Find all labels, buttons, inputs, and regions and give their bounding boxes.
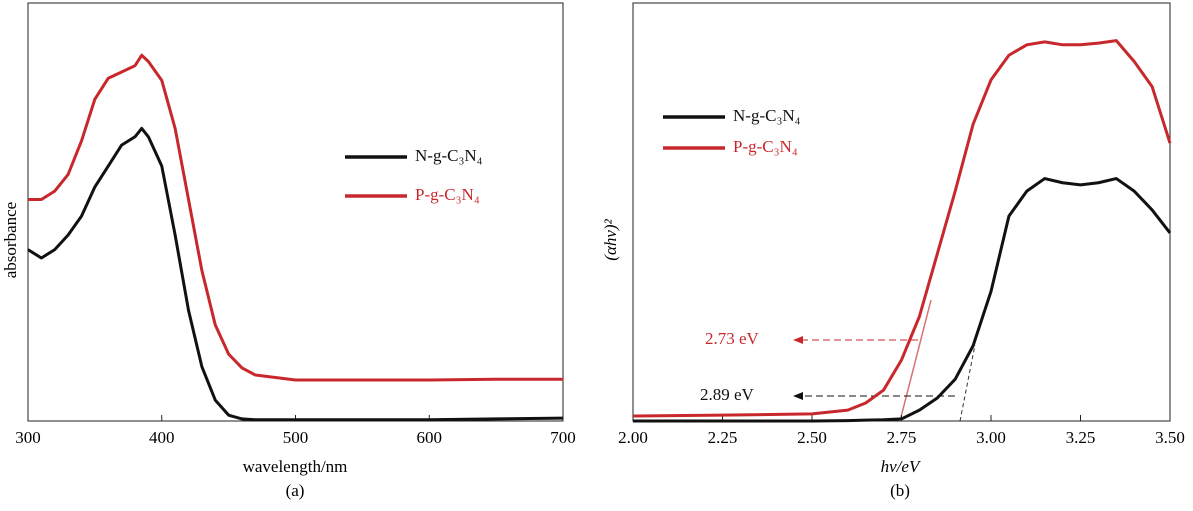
annotation: 2.89 eV (700, 385, 755, 404)
data-line (632, 39, 1172, 418)
legend-label: N-g-C₃N₄ (415, 146, 483, 165)
x-axis-label: wavelength/nm (243, 457, 348, 476)
x-tick-label: 3.25 (1066, 428, 1096, 447)
data-line (633, 177, 1172, 423)
legend-label: P-g-C₃N₄ (415, 185, 480, 204)
x-tick-label: 2.00 (618, 428, 648, 447)
data-line (27, 126, 564, 422)
x-tick-label: 400 (149, 428, 175, 447)
x-tick-label: 3.50 (1155, 428, 1185, 447)
data-line (28, 53, 563, 382)
tangent-line (959, 344, 976, 422)
tangent-line (899, 299, 932, 422)
annotation: 2.73 eV (705, 329, 760, 348)
x-tick-label: 500 (283, 428, 309, 447)
x-tick-label: 3.00 (976, 428, 1006, 447)
y-axis-label: (αhν)² (601, 218, 620, 260)
x-axis-label: hν/eV (881, 457, 922, 476)
plot-frame (27, 2, 564, 422)
x-tick-label: 2.50 (797, 428, 827, 447)
legend-label: P-g-C₃N₄ (733, 137, 798, 156)
x-tick-label: 2.75 (887, 428, 917, 447)
caption: (b) (890, 481, 910, 500)
arrow-head (793, 392, 803, 400)
x-tick-label: 600 (417, 428, 443, 447)
y-axis-label: absorbance (1, 202, 20, 278)
x-tick-label: 300 (15, 428, 41, 447)
x-tick-label: 700 (550, 428, 576, 447)
x-tick-label: 2.25 (708, 428, 738, 447)
arrow-head (793, 336, 803, 344)
caption: (a) (286, 481, 305, 500)
legend-label: N-g-C₃N₄ (733, 106, 801, 125)
